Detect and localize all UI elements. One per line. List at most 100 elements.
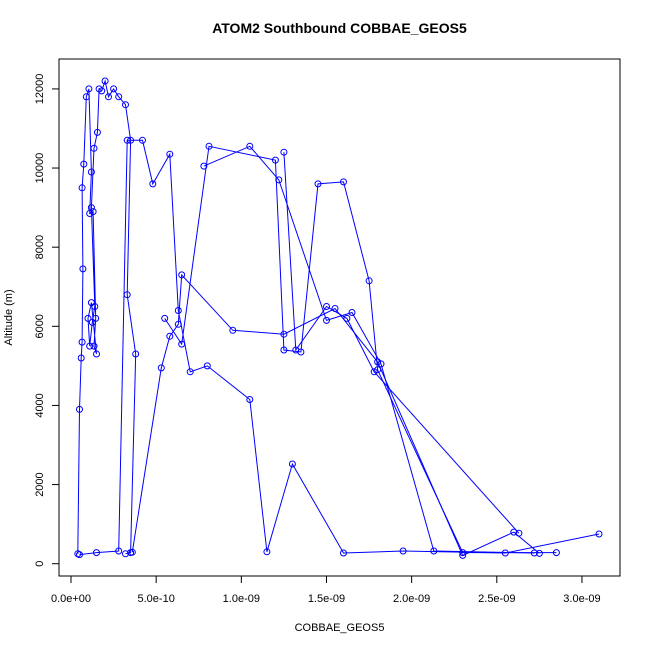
- data-point: [78, 184, 86, 192]
- data-point: [186, 368, 194, 376]
- data-point: [87, 299, 95, 307]
- y-axis-label: Altitude (m): [3, 289, 15, 345]
- data-point: [595, 530, 603, 538]
- data-point: [76, 405, 83, 413]
- data-point: [110, 85, 118, 93]
- data-point: [122, 101, 129, 109]
- x-tick-label: 1.0e-09: [223, 593, 260, 605]
- data-point: [280, 330, 288, 338]
- series-line: [164, 145, 557, 554]
- x-tick-label: 0.0e+00: [51, 593, 91, 605]
- data-point: [263, 548, 271, 556]
- y-tick-label: 8000: [34, 235, 46, 259]
- data-point: [80, 160, 88, 168]
- data-point: [178, 340, 186, 348]
- series-line: [131, 273, 540, 557]
- series-1: [74, 77, 140, 558]
- data-point: [86, 342, 94, 350]
- data-point: [340, 178, 347, 186]
- data-point: [377, 360, 385, 368]
- chart-title: ATOM2 Southbound COBBAE_GEOS5: [212, 20, 467, 36]
- data-point: [314, 180, 322, 188]
- x-tick-label: 1.5e-09: [308, 593, 345, 605]
- data-point: [365, 277, 373, 285]
- series-5: [200, 142, 538, 557]
- series-4: [161, 142, 560, 557]
- series-line: [79, 139, 600, 556]
- data-point: [246, 396, 254, 403]
- series-line: [283, 152, 520, 534]
- y-tick-label: 10000: [34, 153, 46, 184]
- data-point: [90, 144, 98, 152]
- data-point: [323, 316, 330, 324]
- y-tick-label: 6000: [34, 314, 46, 338]
- data-point: [275, 176, 283, 184]
- data-point: [87, 168, 95, 176]
- data-point: [105, 93, 112, 101]
- series-3: [128, 271, 543, 559]
- y-axis: 0 2000 4000 6000 8000 10000 12000: [34, 74, 60, 567]
- data-point: [229, 326, 237, 334]
- series-2: [76, 136, 603, 559]
- data-point: [84, 314, 92, 322]
- x-tick-label: 5.0e-10: [138, 593, 175, 605]
- data-point: [399, 547, 407, 555]
- x-axis-label: COBBAE_GEOS5: [295, 622, 385, 634]
- data-point: [203, 362, 211, 370]
- data-point: [340, 549, 347, 557]
- data-point: [76, 551, 83, 559]
- data-point: [292, 346, 300, 354]
- y-tick-label: 4000: [34, 393, 46, 417]
- data-point: [149, 180, 157, 188]
- series-layer: [74, 77, 603, 559]
- data-point: [510, 528, 518, 536]
- data-point: [77, 354, 85, 362]
- data-point: [552, 549, 560, 557]
- data-point: [343, 314, 351, 322]
- data-point: [271, 156, 279, 164]
- data-point: [459, 549, 467, 557]
- data-point: [161, 314, 169, 322]
- data-point: [82, 93, 90, 101]
- data-point: [174, 307, 182, 314]
- data-point: [348, 309, 356, 316]
- data-point: [115, 93, 123, 101]
- data-point: [174, 320, 182, 328]
- data-point: [166, 150, 174, 158]
- data-point: [91, 303, 99, 310]
- data-point: [166, 332, 174, 340]
- data-point: [122, 550, 129, 558]
- data-point: [93, 128, 101, 136]
- data-point: [280, 346, 288, 354]
- data-point: [79, 265, 87, 273]
- data-point: [200, 162, 208, 170]
- data-point: [323, 303, 330, 310]
- data-point: [92, 314, 100, 322]
- data-point: [132, 350, 140, 358]
- data-point: [280, 148, 288, 156]
- series-line: [203, 145, 535, 554]
- data-point: [288, 460, 296, 468]
- data-point: [89, 208, 97, 216]
- data-point: [157, 364, 165, 372]
- data-point: [90, 342, 98, 350]
- data-point: [370, 368, 378, 376]
- data-point: [78, 338, 86, 346]
- x-tick-label: 2.5e-09: [478, 593, 515, 605]
- data-point: [530, 549, 538, 557]
- x-tick-label: 3.0e-09: [563, 593, 600, 605]
- y-tick-label: 2000: [34, 472, 46, 496]
- data-point: [535, 549, 543, 557]
- data-point: [515, 529, 523, 537]
- data-point: [139, 136, 146, 144]
- data-point: [178, 271, 186, 279]
- data-point: [101, 77, 109, 85]
- data-point: [87, 204, 95, 212]
- data-point: [93, 549, 100, 557]
- y-tick-label: 0: [34, 561, 46, 567]
- data-point: [85, 85, 93, 93]
- data-point: [246, 142, 254, 150]
- data-point: [115, 547, 123, 555]
- x-axis: 0.0e+00 5.0e-10 1.0e-09 1.5e-09 2.0e-09 2.5e-…: [51, 575, 601, 605]
